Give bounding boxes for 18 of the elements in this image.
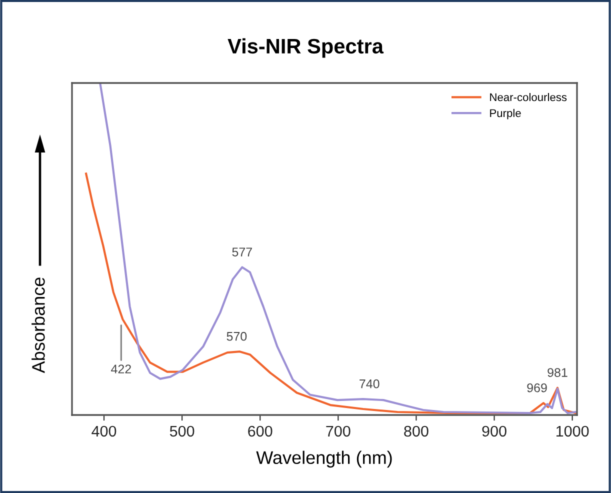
legend-label: Purple xyxy=(490,108,521,120)
x-tick-label: 900 xyxy=(482,426,506,437)
annotation: 577 xyxy=(232,248,252,256)
x-axis-title: Wavelength (nm) xyxy=(256,450,392,468)
annotation: 981 xyxy=(548,368,568,377)
x-tick-label: 1000 xyxy=(556,426,589,437)
x-tick-label: 400 xyxy=(92,426,116,437)
annotation: 740 xyxy=(360,379,380,388)
annotation: 969 xyxy=(527,383,547,392)
chart-title: Vis-NIR Spectra xyxy=(228,38,384,58)
y-axis-title: Absorbance xyxy=(32,278,45,374)
x-tick-label: 500 xyxy=(170,426,194,437)
legend-label: Near-colourless xyxy=(490,93,567,102)
x-tick-label: 600 xyxy=(248,426,272,437)
annotation: 422 xyxy=(111,364,131,374)
x-tick-label: 800 xyxy=(404,426,428,437)
x-tick-label: 700 xyxy=(326,426,350,437)
annotation: 570 xyxy=(226,332,247,341)
